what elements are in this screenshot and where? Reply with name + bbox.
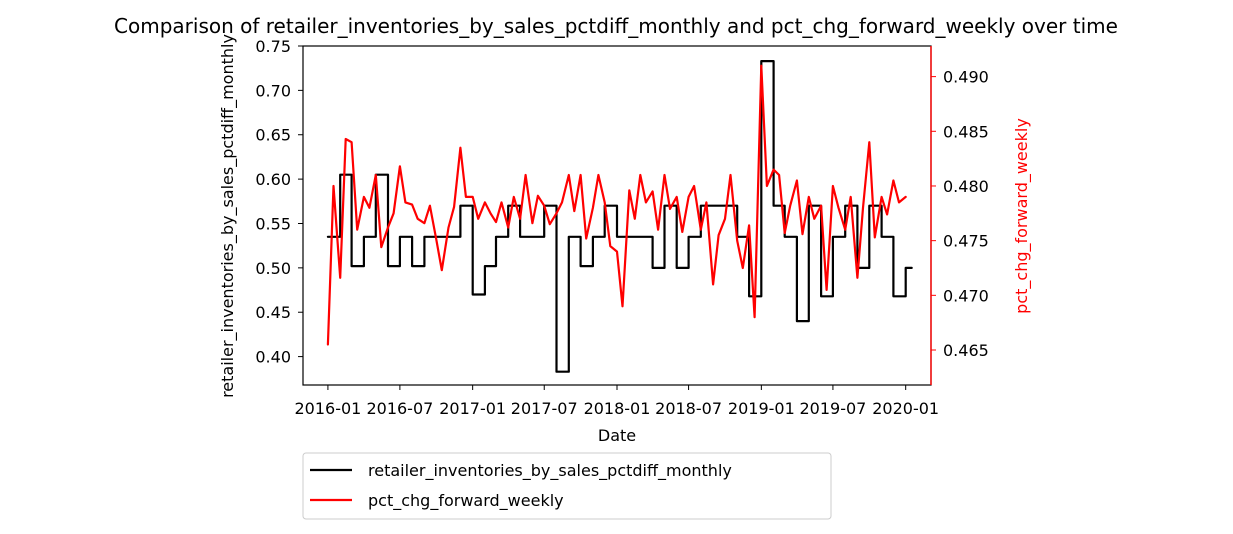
x-tick-label: 2016-07 [366, 399, 433, 418]
x-tick-label: 2018-01 [584, 399, 651, 418]
y-axis-left-label: retailer_inventories_by_sales_pctdiff_mo… [218, 34, 238, 398]
y-right-tick-label: 0.475 [943, 232, 989, 251]
legend-label-pct-chg-forward: pct_chg_forward_weekly [368, 491, 564, 511]
y-left-tick-label: 0.40 [255, 348, 291, 367]
x-tick-label: 2018-07 [655, 399, 722, 418]
series-line-1 [326, 64, 907, 346]
x-tick-label: 2019-01 [728, 399, 795, 418]
y-left-tick-label: 0.45 [255, 303, 291, 322]
x-tick-label: 2020-01 [872, 399, 939, 418]
plot-area [326, 60, 913, 373]
x-axis-label: Date [598, 426, 636, 445]
y-axis-left: 0.40 0.45 0.50 0.55 0.60 0.65 0.70 0.75 [255, 37, 303, 367]
y-left-tick-label: 0.60 [255, 170, 291, 189]
chart-title: Comparison of retailer_inventories_by_sa… [114, 14, 1118, 38]
y-right-tick-label: 0.465 [943, 341, 989, 360]
x-tick-label: 2016-01 [294, 399, 361, 418]
x-tick-label: 2019-07 [799, 399, 866, 418]
series-line-0 [326, 60, 913, 373]
y-left-tick-label: 0.65 [255, 126, 291, 145]
y-left-tick-label: 0.50 [255, 259, 291, 278]
legend-label-retailer-inventories: retailer_inventories_by_sales_pctdiff_mo… [368, 461, 732, 481]
y-left-tick-label: 0.55 [255, 214, 291, 233]
y-right-tick-label: 0.480 [943, 177, 989, 196]
y-left-tick-label: 0.75 [255, 37, 291, 56]
y-right-tick-label: 0.490 [943, 68, 989, 87]
legend-box [302, 452, 832, 520]
y-right-tick-label: 0.485 [943, 122, 989, 141]
legend: retailer_inventories_by_sales_pctdiff_mo… [302, 452, 832, 520]
y-axis-right: 0.465 0.470 0.475 0.480 0.485 0.490 [930, 46, 989, 385]
y-axis-right-label: pct_chg_forward_weekly [1012, 118, 1032, 314]
x-axis: 2016-01 2016-07 2017-01 2017-07 2018-01 2018-… [294, 385, 939, 418]
x-tick-label: 2017-01 [439, 399, 506, 418]
y-right-tick-label: 0.470 [943, 286, 989, 305]
y-left-tick-label: 0.70 [255, 81, 291, 100]
x-tick-label: 2017-07 [511, 399, 578, 418]
